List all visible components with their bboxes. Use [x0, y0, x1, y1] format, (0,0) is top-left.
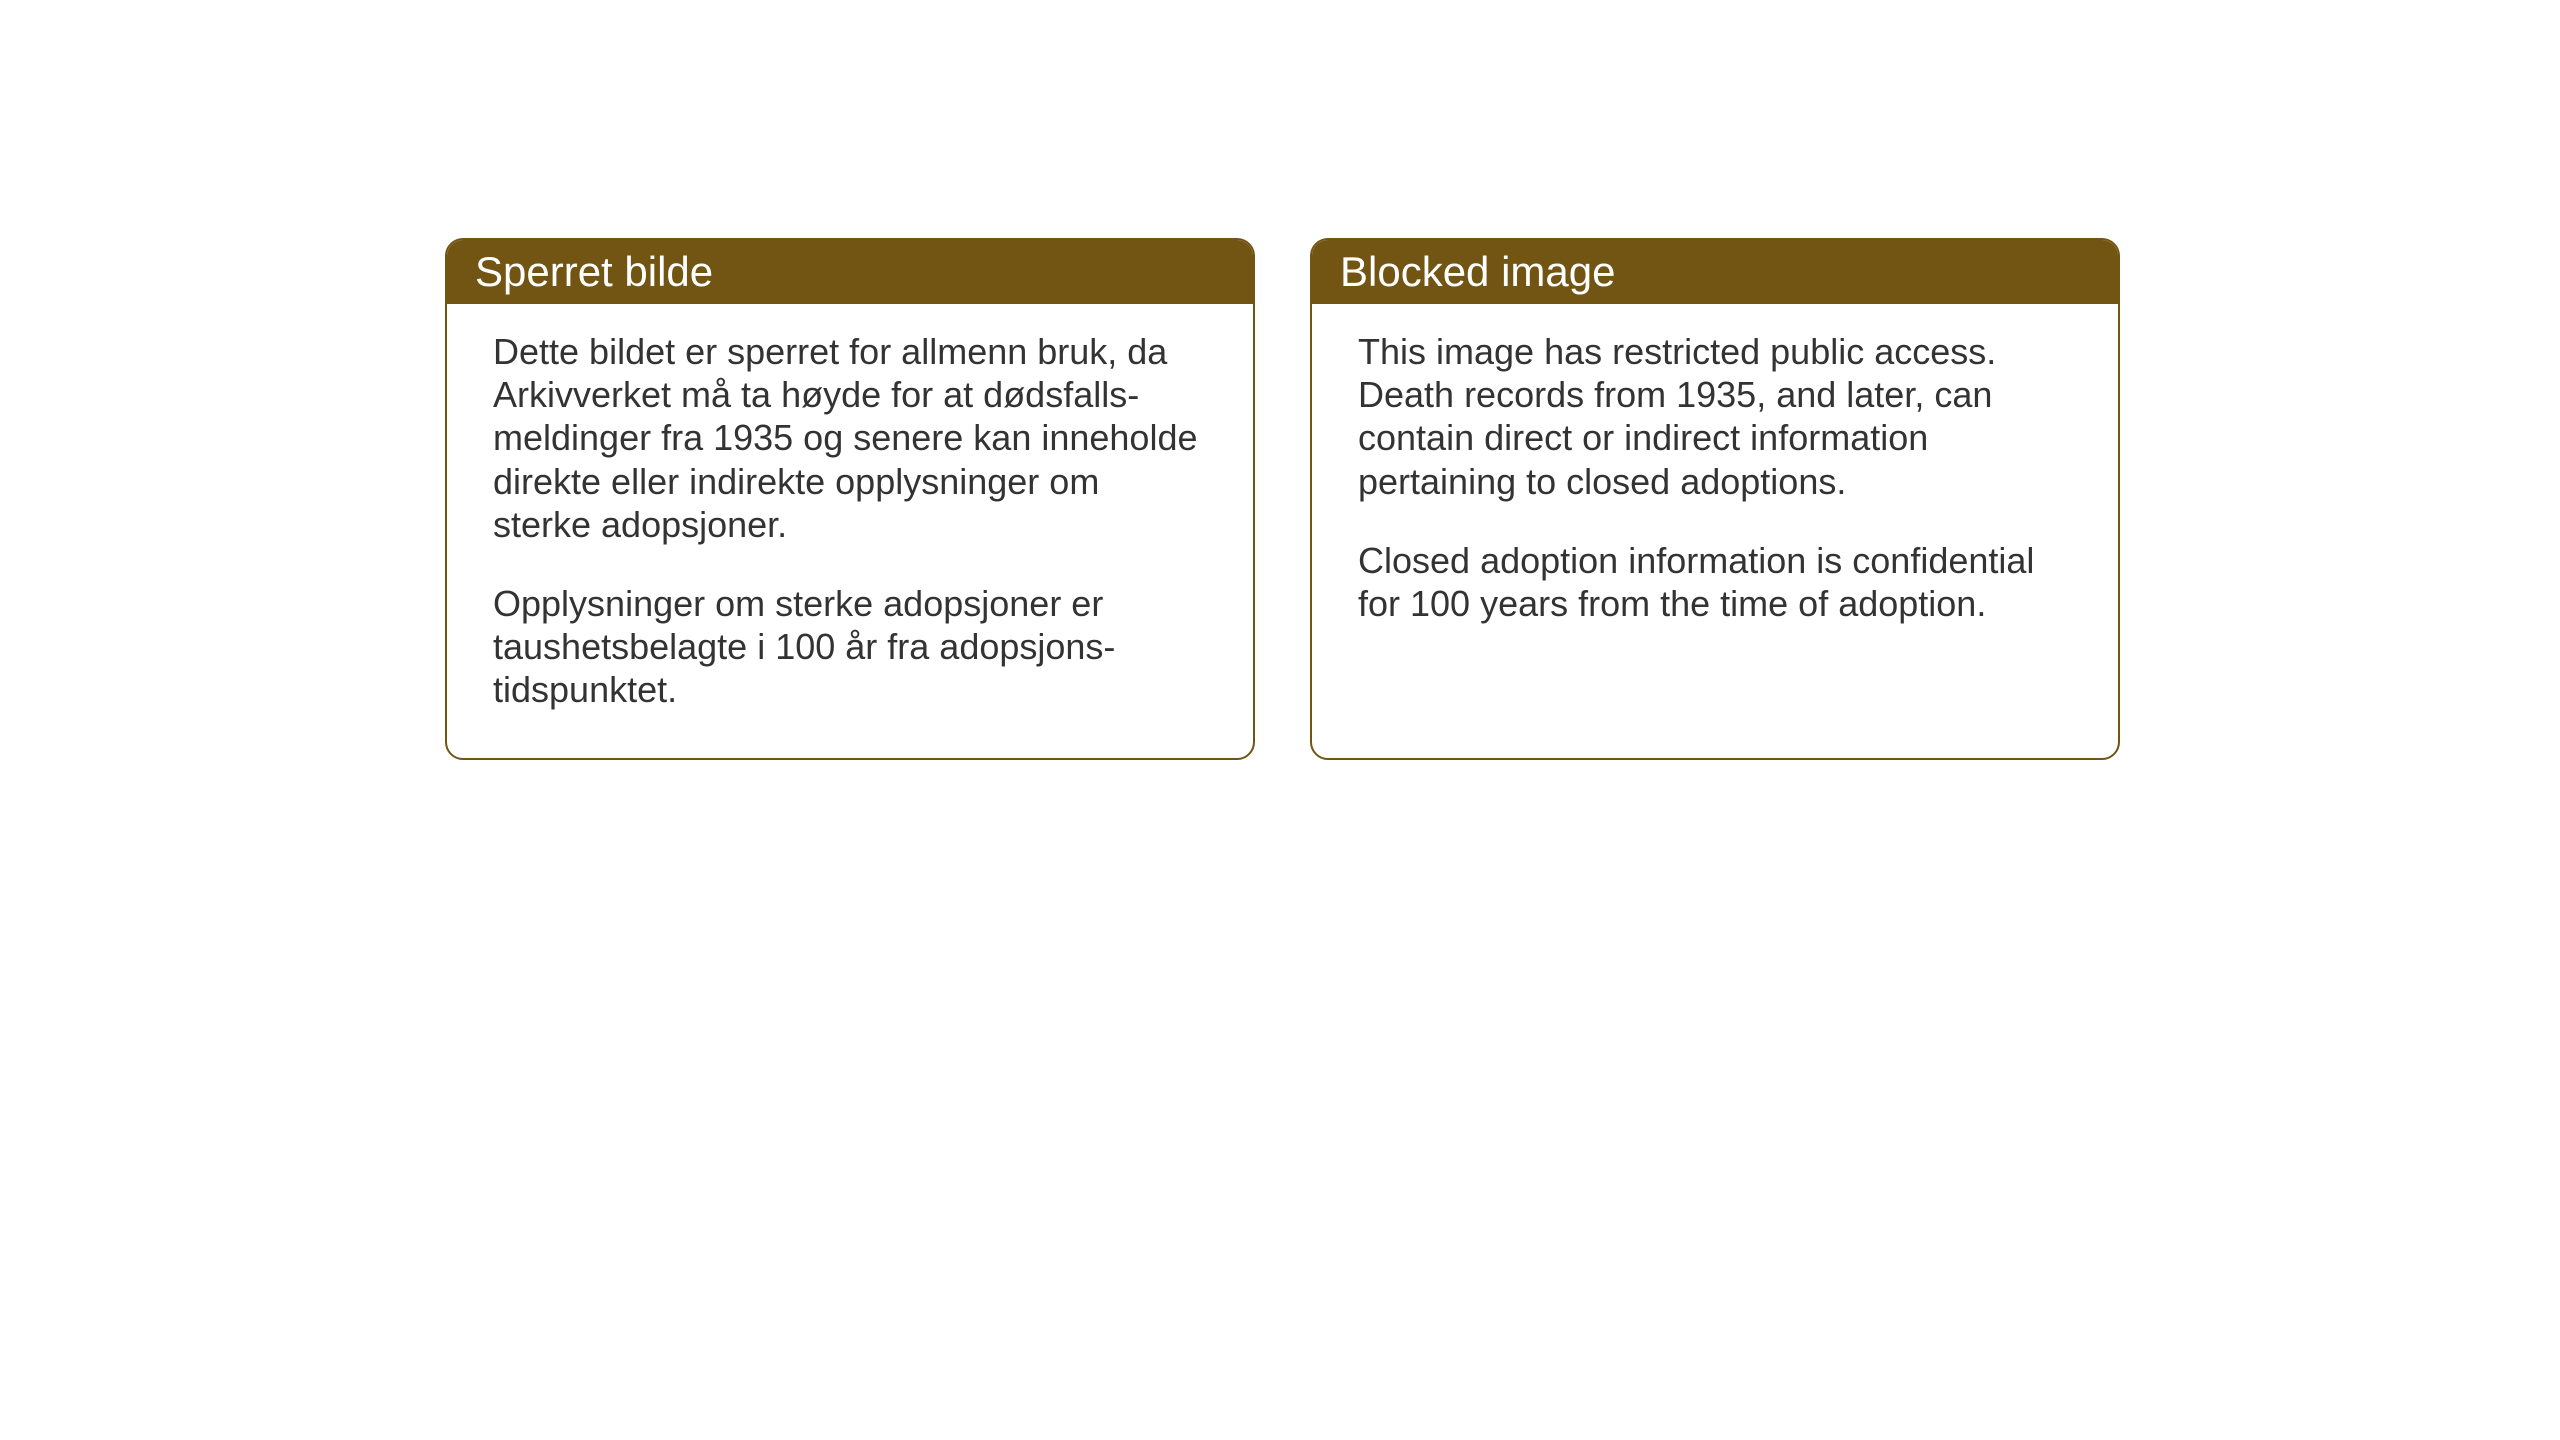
english-paragraph-2: Closed adoption information is confident… — [1358, 539, 2072, 625]
norwegian-paragraph-1: Dette bildet er sperret for allmenn bruk… — [493, 330, 1207, 546]
english-card-title: Blocked image — [1312, 240, 2118, 304]
norwegian-paragraph-2: Opplysninger om sterke adopsjoner er tau… — [493, 582, 1207, 712]
norwegian-card-title: Sperret bilde — [447, 240, 1253, 304]
norwegian-card-body: Dette bildet er sperret for allmenn bruk… — [447, 304, 1253, 758]
norwegian-notice-card: Sperret bilde Dette bildet er sperret fo… — [445, 238, 1255, 760]
english-notice-card: Blocked image This image has restricted … — [1310, 238, 2120, 760]
english-paragraph-1: This image has restricted public access.… — [1358, 330, 2072, 503]
cards-container: Sperret bilde Dette bildet er sperret fo… — [445, 238, 2120, 760]
english-card-body: This image has restricted public access.… — [1312, 304, 2118, 744]
